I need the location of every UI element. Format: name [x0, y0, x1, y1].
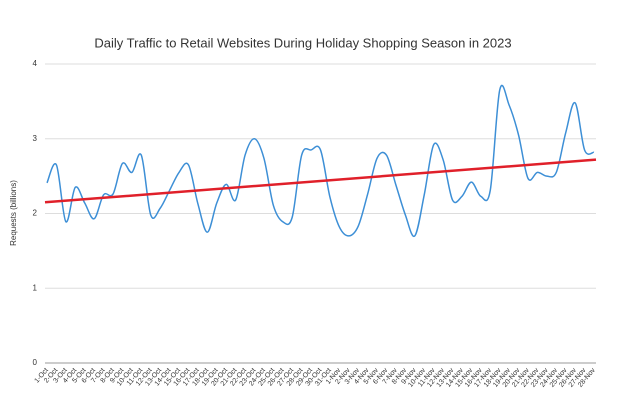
y-tick-label: 0: [33, 358, 38, 367]
y-tick-label: 3: [33, 134, 38, 143]
y-axis-label: Requests (billions): [9, 180, 18, 246]
y-tick-label: 2: [33, 209, 38, 218]
chart-title: Daily Traffic to Retail Websites During …: [94, 35, 511, 50]
y-tick-label: 1: [33, 283, 38, 292]
y-tick-label: 4: [33, 59, 38, 68]
line: [46, 84, 595, 238]
trend-line: [44, 158, 597, 204]
